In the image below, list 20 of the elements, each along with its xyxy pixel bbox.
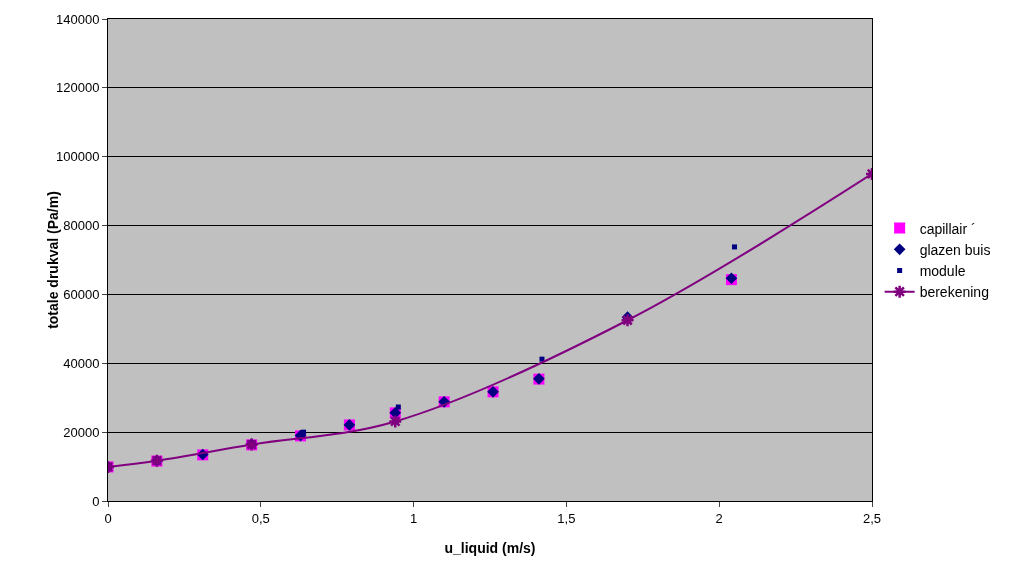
legend-label: berekening — [919, 284, 989, 301]
legend-label: glazen buis — [919, 241, 991, 258]
y-tick-label: 120000 — [56, 80, 100, 96]
x-tick-label: 0 — [104, 510, 112, 526]
x-tick-label: 2,5 — [862, 510, 882, 526]
y-axis-title: totale drukval (Pa/m) — [45, 191, 62, 329]
y-tick-label: 80000 — [63, 218, 100, 234]
y-tick-label: 140000 — [56, 11, 100, 27]
x-tick-label: 2 — [715, 510, 723, 526]
y-tick-label: 100000 — [56, 149, 100, 165]
x-tick-label: 1,5 — [557, 510, 576, 526]
y-tick-label: 0 — [92, 493, 100, 509]
y-tick-label: 60000 — [63, 286, 100, 302]
y-tick-label: 40000 — [63, 355, 100, 371]
x-tick-label: 1 — [409, 510, 418, 526]
legend-label: capillair ´ — [919, 220, 976, 237]
x-tick-label: 0,5 — [251, 510, 270, 526]
x-axis-title: u_liquid (m/s) — [444, 540, 536, 556]
y-tick-label: 20000 — [63, 424, 100, 440]
legend-label: module — [919, 262, 966, 279]
